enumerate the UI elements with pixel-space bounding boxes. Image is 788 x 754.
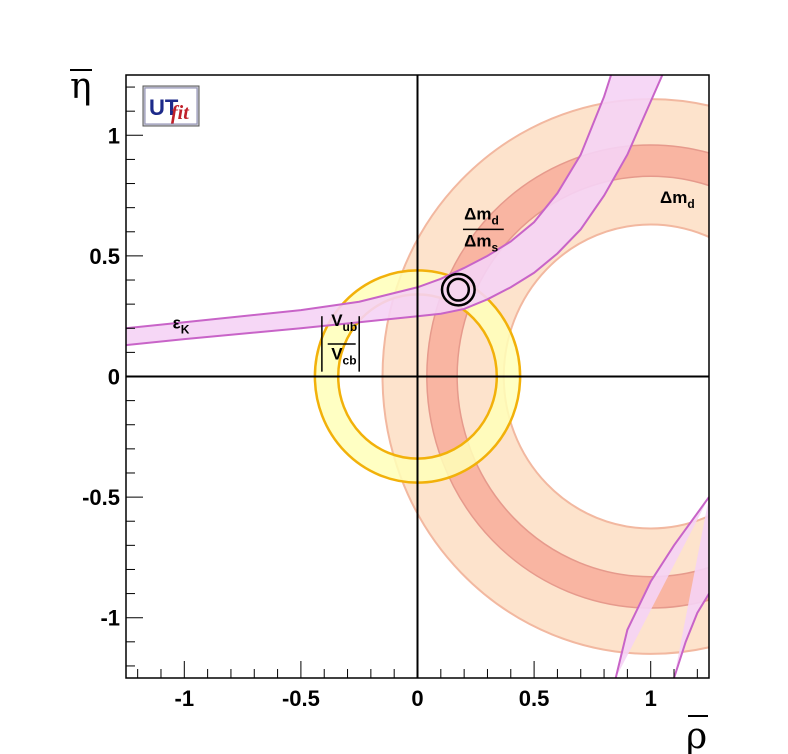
epsk-lower-branch-inner-edge: [614, 496, 709, 678]
x-tick-label: -1: [175, 686, 195, 711]
axis-tick-labels: -1 -0.5 0 0.5 1 -1 -0.5 0 0.5 1: [82, 123, 657, 711]
epsk-lower-edge: [126, 75, 664, 347]
y-tick-label: 1: [108, 123, 120, 148]
epsk-upper-edge: [126, 75, 613, 330]
y-tick-label: 0.5: [89, 244, 120, 269]
constraint-label-4: Vcb: [331, 345, 356, 368]
constraint-label-2: εK: [173, 313, 190, 336]
logo-ut-text: UT: [149, 95, 179, 120]
x-tick-label: -0.5: [282, 686, 320, 711]
dmd-outer-band: [381, 98, 709, 655]
epsk-band-fill: [126, 75, 663, 346]
x-tick-label: 0: [411, 686, 423, 711]
epsk-lower-branch-outer-edge: [673, 593, 709, 678]
y-tick-label: 0: [108, 365, 120, 390]
zero-lines: [126, 75, 709, 678]
axis-ticks: [126, 86, 698, 678]
utfit-logo: UT fit: [142, 85, 200, 127]
constraint-label-5: Δmd: [464, 205, 499, 228]
logo-fit-text: fit: [171, 102, 190, 124]
constraint-label-6: Δms: [464, 231, 498, 254]
x-axis-title: ρ: [686, 716, 707, 754]
constraint-label-3: Vub: [331, 311, 357, 334]
x-tick-label: 0.5: [519, 686, 550, 711]
x-tick-label: 1: [645, 686, 657, 711]
annotations: Δmd εK Vub Vcb Δmd Δms: [173, 188, 695, 372]
y-tick-label: -1: [100, 606, 120, 631]
epsk-lower-branch-fill: [615, 497, 709, 678]
constraint-label-1: Δmd: [660, 188, 695, 211]
y-tick-label: -0.5: [82, 485, 120, 510]
plot-area: [126, 75, 709, 678]
y-axis-title: η: [70, 66, 92, 107]
fit-contour-2: [440, 272, 476, 307]
fit-contour-1: [446, 277, 471, 302]
